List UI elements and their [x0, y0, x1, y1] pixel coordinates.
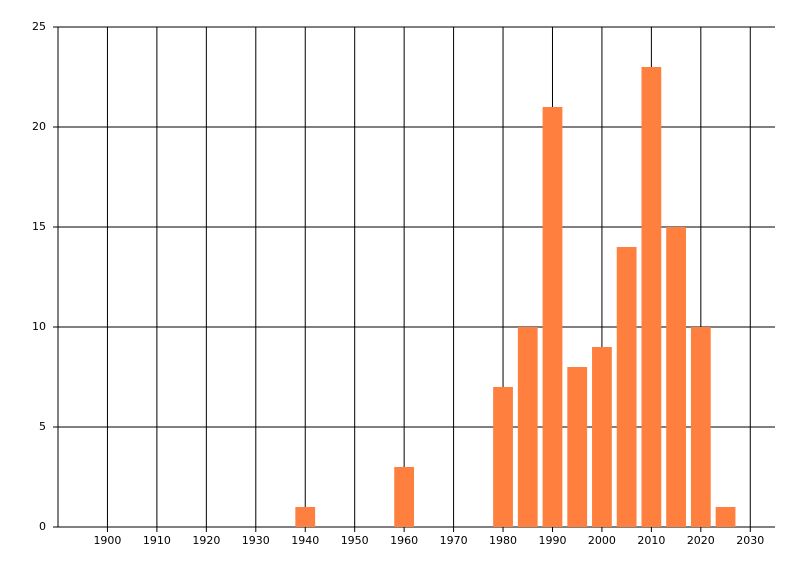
bar	[592, 347, 612, 527]
bar	[616, 247, 637, 527]
x-tick-label: 1910	[143, 534, 171, 547]
x-tick-label: 2020	[687, 534, 715, 547]
x-tick-label: 1950	[341, 534, 369, 547]
bar	[542, 107, 563, 527]
bar	[715, 507, 736, 527]
bar	[394, 467, 415, 527]
x-tick-label: 1980	[489, 534, 517, 547]
x-tick-label: 1920	[192, 534, 220, 547]
x-tick-label: 1940	[291, 534, 319, 547]
bar	[517, 327, 538, 527]
y-tick-label: 5	[39, 420, 46, 433]
x-tick-label: 1970	[440, 534, 468, 547]
x-tick-label: 2010	[637, 534, 665, 547]
x-tick-label: 2000	[588, 534, 616, 547]
bar	[567, 367, 588, 527]
x-tick-label: 1900	[93, 534, 121, 547]
bar	[666, 227, 686, 527]
x-tick-label: 1960	[390, 534, 418, 547]
x-tick-label: 1930	[242, 534, 270, 547]
y-tick-label: 0	[39, 520, 46, 533]
x-tick-label: 2030	[736, 534, 764, 547]
bar	[295, 507, 316, 527]
bar	[493, 387, 513, 527]
y-tick-label: 15	[32, 220, 46, 233]
y-tick-label: 20	[32, 120, 46, 133]
bar	[690, 327, 711, 527]
y-tick-label: 25	[32, 20, 46, 33]
y-tick-label: 10	[32, 320, 46, 333]
x-tick-label: 1990	[538, 534, 566, 547]
bar	[641, 67, 662, 527]
